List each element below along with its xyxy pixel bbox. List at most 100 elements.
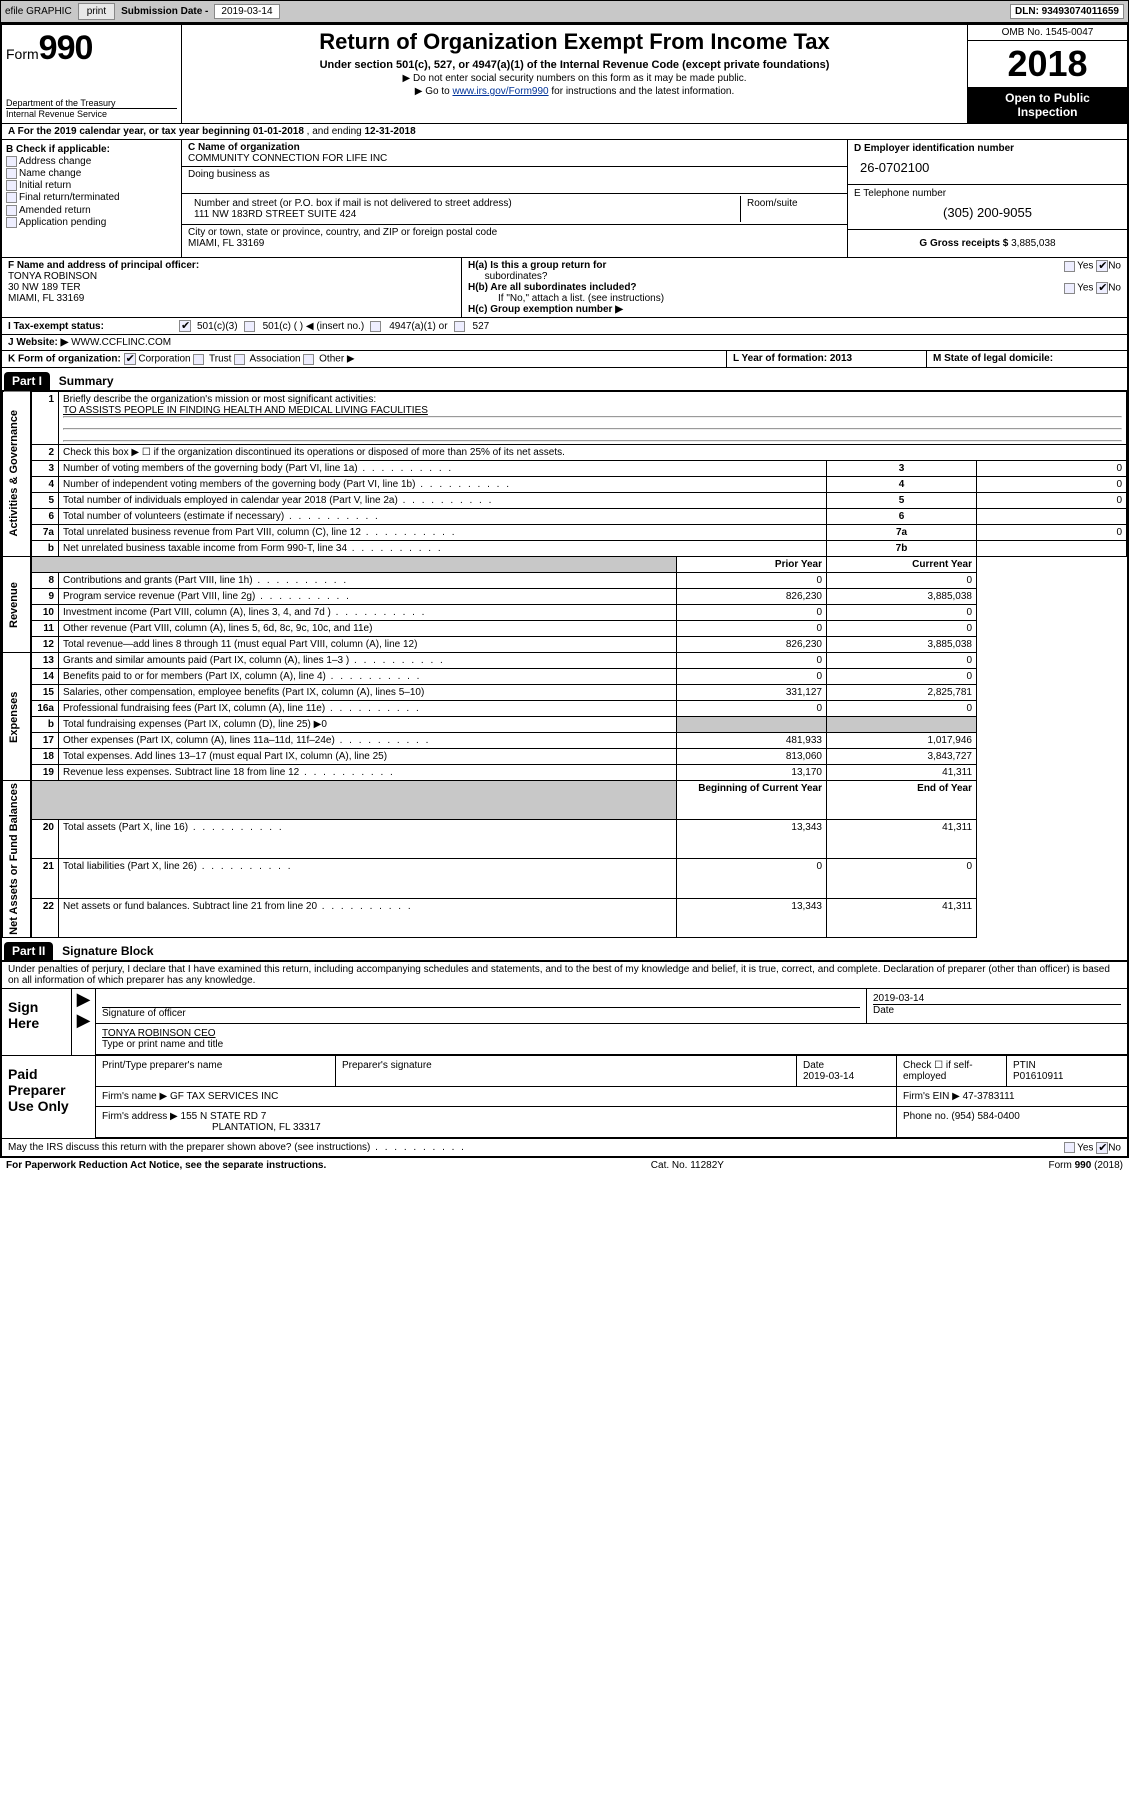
check-501c[interactable] — [244, 321, 255, 332]
rev-row: 10Investment income (Part VIII, column (… — [3, 605, 1127, 621]
check-application-pending[interactable]: Application pending — [6, 217, 177, 228]
check-final-return[interactable]: Final return/terminated — [6, 192, 177, 203]
check-4947[interactable] — [370, 321, 381, 332]
officer-addr2: MIAMI, FL 33169 — [8, 293, 84, 304]
instructions-link[interactable]: www.irs.gov/Form990 — [452, 86, 548, 97]
gr4d: Total unrelated business revenue from Pa… — [59, 525, 827, 541]
ex1n: 14 — [31, 669, 59, 685]
hb-no: No — [1108, 283, 1121, 294]
rv4n: 12 — [31, 637, 59, 653]
tax-status-label: I Tax-exempt status: — [8, 321, 173, 332]
gr0v: 0 — [977, 461, 1127, 477]
rv3d: Other revenue (Part VIII, column (A), li… — [59, 621, 677, 637]
firm-addr1: 155 N STATE RD 7 — [181, 1111, 267, 1122]
ex5n: 17 — [31, 733, 59, 749]
opt-527: 527 — [473, 321, 490, 332]
net-row: 20Total assets (Part X, line 16)13,34341… — [3, 820, 1127, 859]
nt2d: Net assets or fund balances. Subtract li… — [59, 898, 677, 937]
nt2c: 41,311 — [827, 898, 977, 937]
gr4t: 7a — [827, 525, 977, 541]
gr5d: Net unrelated business taxable income fr… — [59, 541, 827, 557]
rv0n: 8 — [31, 573, 59, 589]
phone-value: (305) 200-9055 — [854, 199, 1121, 226]
form-word: Form — [6, 46, 39, 62]
rev-row: 11Other revenue (Part VIII, column (A), … — [3, 621, 1127, 637]
year-formation: L Year of formation: 2013 — [733, 353, 852, 364]
q1-value: TO ASSISTS PEOPLE IN FINDING HEALTH AND … — [63, 405, 428, 416]
ex5c: 1,017,946 — [827, 733, 977, 749]
officer-label: F Name and address of principal officer: — [8, 260, 199, 271]
prep-name-label: Print/Type preparer's name — [96, 1056, 336, 1086]
check-amended[interactable]: Amended return — [6, 205, 177, 216]
check-501c3[interactable] — [179, 320, 191, 332]
ex1d: Benefits paid to or for members (Part IX… — [59, 669, 677, 685]
ex6d: Total expenses. Add lines 13–17 (must eq… — [59, 749, 677, 765]
arrow-icon: ▶▶ — [72, 989, 96, 1055]
check-address-change[interactable]: Address change — [6, 156, 177, 167]
gr2v: 0 — [977, 493, 1127, 509]
top-toolbar: efile GRAPHIC print Submission Date - 20… — [0, 0, 1129, 23]
gov-row: bNet unrelated business taxable income f… — [3, 541, 1127, 557]
discuss-yes-check[interactable] — [1064, 1142, 1075, 1153]
prep-phone-value: (954) 584-0400 — [951, 1111, 1019, 1122]
ex3p: 0 — [677, 701, 827, 717]
row-a-mid: , and ending — [307, 126, 365, 137]
self-employed-check[interactable]: Check ☐ if self-employed — [897, 1056, 1007, 1086]
ex2c: 2,825,781 — [827, 685, 977, 701]
gov-row: 6Total number of volunteers (estimate if… — [3, 509, 1127, 525]
print-button[interactable]: print — [78, 3, 115, 20]
q2-text: Check this box ▶ ☐ if the organization d… — [59, 445, 1127, 461]
check-trust[interactable] — [193, 354, 204, 365]
side-governance: Activities & Governance — [3, 391, 31, 557]
ha-yes: Yes — [1077, 261, 1093, 272]
form-title: Return of Organization Exempt From Incom… — [192, 29, 957, 55]
check-corp[interactable] — [124, 353, 136, 365]
check-assoc[interactable] — [234, 354, 245, 365]
check-527[interactable] — [454, 321, 465, 332]
rv3p: 0 — [677, 621, 827, 637]
net-row: 22Net assets or fund balances. Subtract … — [3, 898, 1127, 937]
ex1c: 0 — [827, 669, 977, 685]
sig-date-label: Date — [873, 1004, 1121, 1016]
check-other[interactable] — [303, 354, 314, 365]
opt-final: Final return/terminated — [19, 193, 120, 204]
subtitle-2b: ▶ Go to www.irs.gov/Form990 for instruct… — [192, 86, 957, 97]
rv4d: Total revenue—add lines 8 through 11 (mu… — [59, 637, 677, 653]
gr3v — [977, 509, 1127, 525]
goto-pre: ▶ Go to — [415, 86, 453, 97]
officer-name-title: TONYA ROBINSON CEO — [102, 1028, 1121, 1039]
typeprint-label: Type or print name and title — [102, 1039, 1121, 1050]
firm-addr-label: Firm's address ▶ — [102, 1111, 181, 1122]
row-klm: K Form of organization: Corporation Trus… — [2, 351, 1127, 368]
room-label: Room/suite — [741, 196, 841, 222]
summary-table: Activities & Governance 1 Briefly descri… — [2, 390, 1127, 938]
discuss-no-check[interactable] — [1096, 1142, 1108, 1154]
dln-label: DLN: 93493074011659 — [1010, 4, 1124, 19]
ptin-value: P01610911 — [1013, 1071, 1063, 1082]
check-initial-return[interactable]: Initial return — [6, 180, 177, 191]
ex4d: Total fundraising expenses (Part IX, col… — [59, 717, 677, 733]
rv3c: 0 — [827, 621, 977, 637]
rv4p: 826,230 — [677, 637, 827, 653]
ex4p — [677, 717, 827, 733]
hdr-prior: Prior Year — [677, 557, 827, 573]
footer-left: For Paperwork Reduction Act Notice, see … — [6, 1160, 326, 1171]
ex6p: 813,060 — [677, 749, 827, 765]
state-domicile: M State of legal domicile: — [933, 353, 1053, 364]
check-name-change[interactable]: Name change — [6, 168, 177, 179]
prep-sig-label: Preparer's signature — [336, 1056, 797, 1086]
gov-row: 4Number of independent voting members of… — [3, 477, 1127, 493]
ptin-label: PTIN — [1013, 1060, 1036, 1071]
nt0n: 20 — [31, 820, 59, 859]
gov-row: 3Number of voting members of the governi… — [3, 461, 1127, 477]
q1-text: Briefly describe the organization's miss… — [63, 394, 376, 405]
hdr-curr: Current Year — [827, 557, 977, 573]
rv2p: 0 — [677, 605, 827, 621]
ex1p: 0 — [677, 669, 827, 685]
row-j: J Website: ▶ WWW.CCFLINC.COM — [2, 335, 1127, 351]
q1-num: 1 — [31, 391, 59, 445]
nt1n: 21 — [31, 859, 59, 898]
nt1p: 0 — [677, 859, 827, 898]
exp-row: 19Revenue less expenses. Subtract line 1… — [3, 765, 1127, 781]
hb-note: If "No," attach a list. (see instruction… — [468, 293, 1121, 304]
